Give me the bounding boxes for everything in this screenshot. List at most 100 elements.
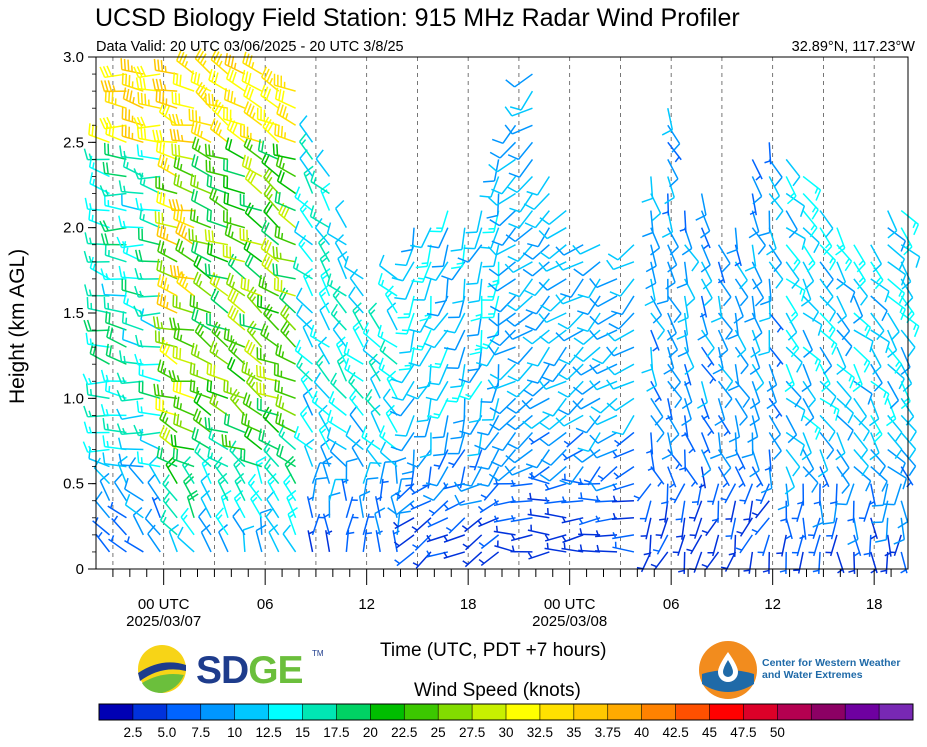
wind-barb <box>256 397 279 417</box>
wind-barb <box>482 244 500 268</box>
wind-barb <box>768 193 784 221</box>
wind-barb <box>667 295 682 323</box>
wind-barb <box>104 243 127 263</box>
wind-barb <box>134 353 161 366</box>
wind-barb <box>157 274 178 297</box>
wind-barb <box>488 158 516 173</box>
wind-barb <box>871 483 889 507</box>
wind-barb <box>345 513 359 536</box>
wind-barb <box>836 278 856 303</box>
wind-barb <box>319 250 331 280</box>
wind-barb <box>224 137 246 161</box>
wind-barb <box>675 500 686 523</box>
wind-barb <box>243 84 263 109</box>
wind-barb <box>85 332 110 348</box>
wind-barb <box>700 244 711 273</box>
wind-barb <box>527 508 550 519</box>
wind-barb <box>410 227 432 249</box>
colorbar-tick-label: 45 <box>702 725 717 740</box>
wind-barb <box>748 210 760 239</box>
wind-barb <box>188 228 212 246</box>
wind-barb <box>200 472 212 502</box>
wind-barb <box>330 372 347 399</box>
wind-barb <box>343 341 364 365</box>
wind-barb <box>801 363 812 393</box>
wind-barb <box>493 515 516 523</box>
wind-barb <box>135 334 161 348</box>
wind-barb <box>189 294 212 314</box>
wind-barb <box>99 472 111 502</box>
wind-barb <box>320 268 331 297</box>
wind-barb <box>606 379 635 390</box>
wind-barb <box>764 142 772 165</box>
wind-barb <box>116 408 144 420</box>
wind-barb <box>152 78 178 92</box>
wind-barb <box>802 312 823 336</box>
wind-barb <box>539 329 567 344</box>
wind-barb <box>676 312 689 340</box>
wind-barb <box>717 380 733 409</box>
wind-barb <box>760 466 773 494</box>
wind-barb <box>428 500 449 517</box>
wind-barb <box>244 253 263 280</box>
wind-barb <box>751 312 763 341</box>
wind-barb <box>506 175 533 194</box>
wind-barb <box>303 165 314 194</box>
wind-barb <box>448 449 466 469</box>
wind-barb <box>489 141 517 159</box>
wind-barb <box>391 380 415 401</box>
wind-barb <box>711 500 720 523</box>
wind-barb <box>118 180 144 195</box>
wind-barb <box>768 158 783 187</box>
x-axis-label: Time (UTC, PDT +7 hours) <box>380 640 607 661</box>
y-tick-label: 0 <box>76 561 84 578</box>
wind-barb <box>147 524 161 553</box>
wind-barb <box>525 449 550 469</box>
wind-barb <box>369 370 381 399</box>
wind-barb <box>157 240 178 263</box>
wind-barb <box>728 415 741 443</box>
wind-barb <box>134 267 161 280</box>
wind-barb <box>239 313 262 331</box>
wind-barb <box>544 496 567 505</box>
wind-barb <box>450 415 466 440</box>
wind-barb <box>229 440 246 468</box>
wind-barb <box>424 261 449 282</box>
wind-barb <box>785 278 806 302</box>
wind-barb <box>504 124 533 135</box>
wind-barb <box>661 432 673 460</box>
wind-barb <box>887 210 898 239</box>
wind-barb <box>800 278 812 307</box>
wind-barb <box>172 295 195 314</box>
wind-barb <box>555 294 584 305</box>
wind-barb <box>445 517 466 534</box>
wind-barb <box>410 329 432 351</box>
wind-barb <box>445 381 466 403</box>
wind-barb <box>155 397 178 417</box>
wind-barb <box>133 424 161 437</box>
wind-barb <box>733 295 744 324</box>
wind-barb <box>700 346 715 368</box>
wind-barb <box>189 208 212 229</box>
y-tick-label: 2.5 <box>63 134 84 151</box>
wind-barb <box>802 175 822 201</box>
wind-barb <box>222 210 246 229</box>
wind-barb <box>366 439 381 468</box>
wind-barb <box>258 428 280 451</box>
wind-barb <box>655 517 669 539</box>
colorbar-swatch <box>539 704 575 720</box>
station-coordinates: 32.89°N, 117.23°W <box>791 39 915 55</box>
wind-barb <box>257 139 280 161</box>
wind-barb <box>589 312 618 325</box>
wind-barb <box>173 155 195 178</box>
wind-barb <box>415 244 432 269</box>
wind-barb <box>191 136 212 161</box>
wind-barb <box>785 449 801 477</box>
wind-barb <box>156 292 178 314</box>
wind-barb <box>853 534 862 557</box>
wind-barb <box>263 456 280 485</box>
colorbar-tick-label: 7.5 <box>191 725 210 740</box>
wind-barb <box>510 479 533 487</box>
wind-barb <box>374 507 386 536</box>
wind-barb <box>578 492 601 502</box>
